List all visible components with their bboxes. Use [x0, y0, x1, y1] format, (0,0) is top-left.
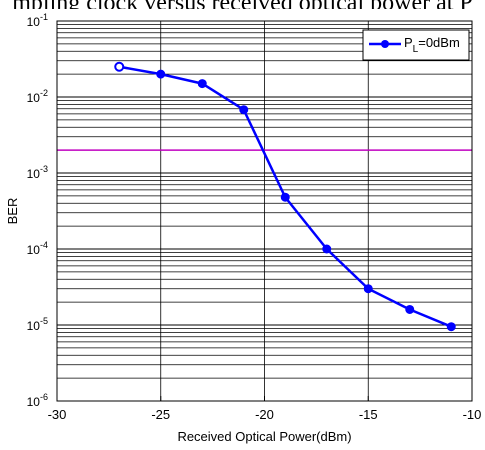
- data-point: [322, 244, 332, 254]
- x-tick-label: -30: [48, 407, 67, 422]
- y-tick-base: 10: [27, 319, 41, 333]
- legend-label-sub: L: [413, 44, 419, 55]
- x-tick-label: -15: [359, 407, 378, 422]
- y-tick-label: 10-4: [27, 240, 48, 257]
- x-tick-label: -20: [255, 407, 274, 422]
- data-point: [363, 284, 373, 294]
- data-point: [239, 105, 249, 115]
- y-tick-base: 10: [27, 167, 41, 181]
- y-tick-base: 10: [27, 15, 41, 29]
- y-tick-exponent: -5: [40, 316, 48, 326]
- y-tick-label: 10-6: [27, 392, 48, 409]
- legend-marker: [381, 40, 389, 48]
- grid-layer: [56, 21, 473, 402]
- legend-label: PL=0dBm: [404, 35, 460, 55]
- data-point: [156, 69, 166, 79]
- y-tick-exponent: -4: [40, 240, 48, 250]
- y-tick-label: 10-3: [27, 164, 48, 181]
- y-tick-label: 10-1: [27, 12, 48, 29]
- y-tick-base: 10: [27, 395, 41, 409]
- figure-caption: mpling clock versus received optical pow…: [0, 0, 485, 9]
- y-tick-exponent: -6: [40, 392, 48, 402]
- legend-label-main: P: [404, 35, 413, 50]
- x-tick-label: -10: [463, 407, 482, 422]
- y-tick-base: 10: [27, 91, 41, 105]
- x-axis-label: Received Optical Power(dBm): [177, 429, 351, 444]
- y-tick-base: 10: [27, 243, 41, 257]
- x-tick-label: -25: [151, 407, 170, 422]
- data-point: [114, 61, 125, 72]
- y-tick-exponent: -3: [40, 164, 48, 174]
- y-tick-label: 10-5: [27, 316, 48, 333]
- y-tick-exponent: -1: [40, 12, 48, 22]
- data-point: [405, 304, 415, 314]
- data-point: [280, 192, 290, 202]
- y-tick-exponent: -2: [40, 88, 48, 98]
- y-tick-label: 10-2: [27, 88, 48, 105]
- data-point: [197, 79, 207, 89]
- legend-label-rest: =0dBm: [418, 35, 460, 50]
- data-point: [446, 322, 456, 332]
- series-layer: [114, 61, 456, 332]
- legend: PL=0dBm: [362, 29, 470, 61]
- y-axis-label: BER: [5, 198, 20, 225]
